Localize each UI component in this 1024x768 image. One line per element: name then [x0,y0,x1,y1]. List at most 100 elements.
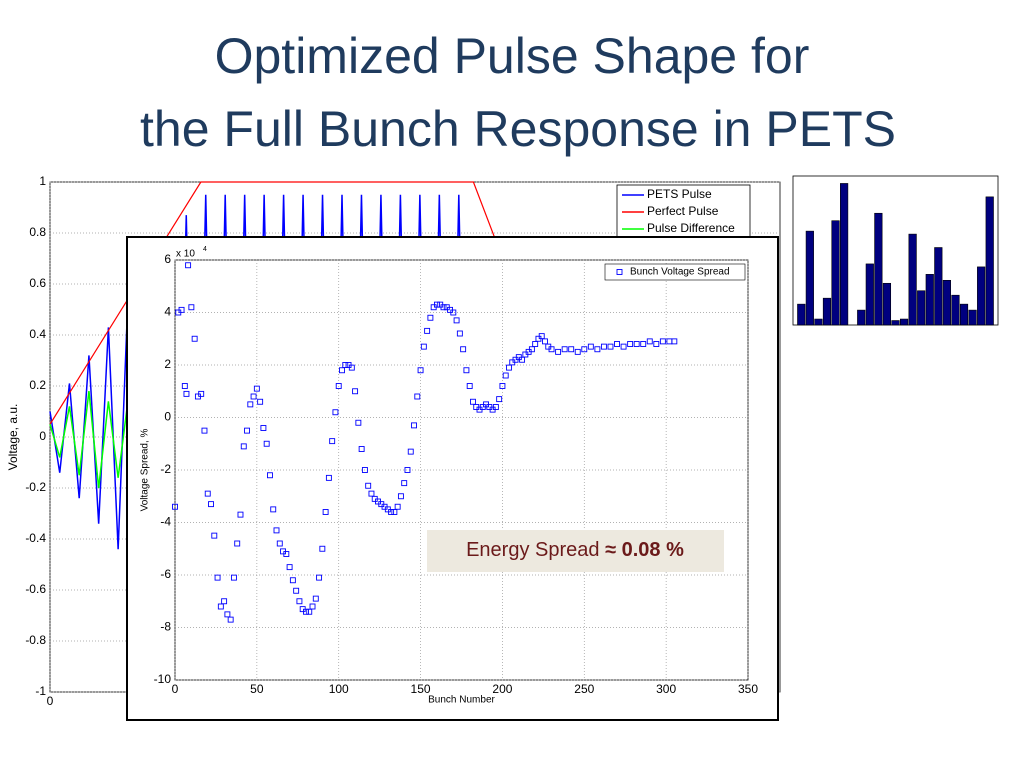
point [368,490,375,497]
legend-box [616,184,751,238]
y-tick-label: -4 [160,515,171,529]
bar [899,318,909,326]
point [640,341,647,347]
point [185,262,192,269]
point [587,343,594,350]
point [492,404,499,410]
x-tick-label: 0 [47,694,54,708]
legend-label: Perfect Pulse [647,204,719,218]
y-tick-label: 6 [164,252,171,266]
point [659,338,666,345]
y-tick-label: 0.6 [29,276,46,290]
annotation-value: ≈ 0.08 % [605,539,684,561]
y-tick-label: -0.8 [25,633,46,647]
y-tick-label: -1 [35,684,46,698]
point [561,346,568,353]
point [614,341,620,347]
point [450,309,457,316]
point [502,372,509,379]
point [440,304,447,311]
point [620,343,627,350]
y-tick-label: -8 [160,620,171,634]
x-tick-label: 350 [738,682,758,696]
legend-label: Bunch Voltage Spread [630,267,730,278]
point [433,301,440,308]
x-tick-label: 150 [411,682,431,696]
point [319,545,326,552]
point [183,390,190,397]
legend-box [604,263,746,281]
point [627,341,634,347]
point [388,509,395,515]
annotation: Energy Spread ≈ 0.08 % [466,539,684,561]
multiplier-exponent: 4 [203,246,207,253]
point [358,446,365,452]
legend-label: PETS Pulse [647,187,712,201]
point [404,467,411,473]
y-tick-label: 2 [164,357,171,371]
point [397,493,404,500]
bar-chart [792,175,999,326]
inset-frame [126,236,779,721]
slide-title: the Full Bunch Response in PETS [140,101,896,157]
point [607,343,614,350]
point [188,304,195,311]
y-tick-label: 0.8 [29,225,46,239]
point [339,367,345,374]
point [407,448,414,455]
point [352,388,359,395]
point [312,595,319,602]
point [581,346,588,353]
point [191,335,198,342]
bar [951,294,960,326]
point [303,608,309,615]
bar [968,309,977,326]
x-tick-label: 100 [329,682,349,696]
point [646,338,653,345]
point [230,574,237,581]
legend-label: Pulse Difference [647,221,735,235]
point [283,551,290,557]
y-tick-label: -2 [160,462,171,476]
bar [908,233,917,326]
point [538,333,545,340]
bar [985,196,994,326]
point [267,472,273,479]
point [600,343,607,350]
bar [942,279,951,326]
point [178,306,185,313]
point [470,398,476,405]
x-tick-label: 250 [574,682,594,696]
point [227,616,234,623]
point [316,574,323,581]
point [394,503,401,510]
annotation-box [427,530,724,572]
point [335,383,342,389]
point [286,564,293,571]
y-axis-label: Voltage Spread, % [140,428,151,511]
point [198,390,205,397]
point [496,396,503,403]
point [594,346,601,353]
annotation-text: Energy Spread [466,539,605,561]
point [348,364,355,371]
point [181,383,188,389]
point [293,587,300,594]
point [453,317,460,324]
point [250,393,257,400]
multiplier: x 10 [176,249,195,260]
point [204,490,211,497]
bar [805,230,814,326]
y-tick-label: 0.4 [29,327,46,341]
bar [882,282,892,326]
point [276,540,283,547]
bar [891,320,900,326]
point [499,383,506,389]
point [172,503,178,510]
legend-swatch [616,269,623,275]
y-tick-label: 4 [164,305,171,319]
point [260,425,267,431]
point [211,532,218,539]
point [355,419,362,426]
